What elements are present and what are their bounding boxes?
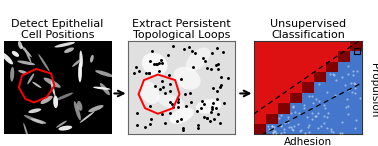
Ellipse shape xyxy=(10,67,14,82)
Ellipse shape xyxy=(12,51,19,57)
Bar xyxy=(302,82,314,93)
Bar xyxy=(278,114,290,134)
Ellipse shape xyxy=(139,81,159,104)
Bar xyxy=(266,114,278,124)
Bar xyxy=(290,103,302,134)
Ellipse shape xyxy=(95,70,113,77)
Ellipse shape xyxy=(2,53,13,64)
Bar xyxy=(350,51,362,134)
Text: Propulsion: Propulsion xyxy=(369,63,378,118)
Ellipse shape xyxy=(56,121,67,128)
Ellipse shape xyxy=(17,60,35,65)
Ellipse shape xyxy=(196,99,221,114)
Ellipse shape xyxy=(79,51,83,68)
Ellipse shape xyxy=(88,105,104,112)
Ellipse shape xyxy=(169,107,194,124)
Bar xyxy=(338,51,350,62)
Ellipse shape xyxy=(186,48,210,72)
Ellipse shape xyxy=(28,108,41,113)
Ellipse shape xyxy=(27,73,34,84)
Ellipse shape xyxy=(54,93,73,101)
Ellipse shape xyxy=(40,96,53,104)
Bar xyxy=(278,103,290,114)
Ellipse shape xyxy=(174,67,201,90)
Ellipse shape xyxy=(64,47,74,53)
Ellipse shape xyxy=(31,118,46,124)
Bar xyxy=(338,62,350,134)
Bar xyxy=(254,124,266,134)
Bar xyxy=(266,124,278,134)
Bar xyxy=(326,62,338,72)
Ellipse shape xyxy=(53,96,58,108)
Ellipse shape xyxy=(24,47,31,63)
Ellipse shape xyxy=(90,55,94,62)
Bar xyxy=(314,82,326,134)
Ellipse shape xyxy=(23,123,28,138)
Bar xyxy=(290,93,302,103)
Bar xyxy=(326,72,338,134)
Ellipse shape xyxy=(72,58,82,67)
Title: Extract Persistent
Topological Loops: Extract Persistent Topological Loops xyxy=(132,19,231,40)
Ellipse shape xyxy=(51,81,55,96)
Ellipse shape xyxy=(74,101,81,120)
Title: Unsupervised
Classification: Unsupervised Classification xyxy=(270,19,346,40)
Ellipse shape xyxy=(80,111,94,123)
Bar xyxy=(350,41,362,51)
Ellipse shape xyxy=(38,54,50,71)
Ellipse shape xyxy=(100,83,110,95)
Ellipse shape xyxy=(43,78,61,88)
X-axis label: Adhesion: Adhesion xyxy=(284,137,332,146)
Ellipse shape xyxy=(93,87,110,90)
Ellipse shape xyxy=(142,53,167,76)
Ellipse shape xyxy=(78,62,82,82)
Ellipse shape xyxy=(18,70,28,74)
Ellipse shape xyxy=(18,41,22,49)
Ellipse shape xyxy=(21,45,32,57)
Ellipse shape xyxy=(58,126,72,131)
Ellipse shape xyxy=(77,101,82,111)
Bar xyxy=(302,93,314,134)
Bar xyxy=(314,72,326,82)
Ellipse shape xyxy=(157,94,184,110)
Title: Detect Epithelial
Cell Positions: Detect Epithelial Cell Positions xyxy=(11,19,104,40)
Ellipse shape xyxy=(54,42,75,47)
Ellipse shape xyxy=(32,82,42,88)
Ellipse shape xyxy=(24,115,44,124)
